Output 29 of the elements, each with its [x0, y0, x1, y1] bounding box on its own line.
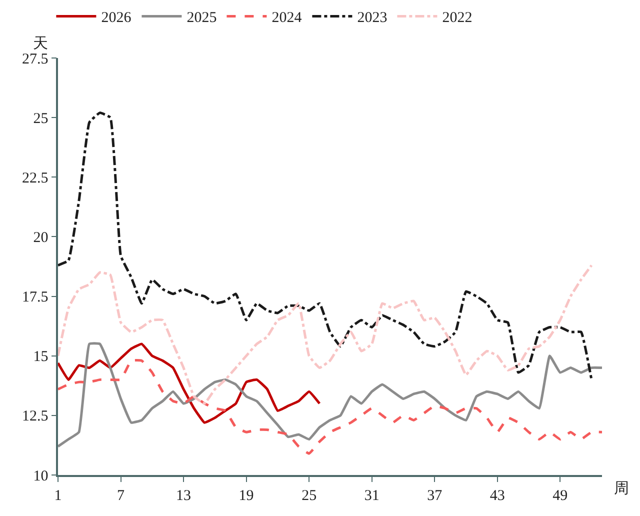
- y-tick-label: 27.5: [22, 51, 48, 68]
- legend-label: 2022: [442, 10, 472, 26]
- y-axis-title: 天: [33, 36, 48, 52]
- legend-label: 2023: [357, 10, 388, 26]
- y-tick-label: 20: [33, 230, 48, 246]
- x-tick-label: 25: [302, 488, 317, 504]
- line-series: [58, 342, 321, 424]
- y-tick-label: 12.5: [22, 408, 48, 425]
- legend-label: 2026: [101, 10, 132, 26]
- y-tick-label: 15: [33, 349, 48, 366]
- x-tick-label: 43: [490, 488, 505, 504]
- legend-label: 2024: [272, 10, 302, 26]
- x-tick-label: 31: [364, 488, 380, 504]
- line-series: [58, 359, 602, 455]
- line-series: [58, 342, 602, 448]
- line-series: [58, 264, 593, 405]
- x-tick-label: 37: [427, 488, 443, 504]
- y-tick-label: 10: [33, 468, 48, 484]
- legend-label: 2025: [186, 10, 217, 26]
- x-tick-label: 49: [552, 488, 568, 504]
- x-tick-label: 1: [54, 488, 62, 504]
- x-axis-title: 周: [614, 481, 629, 497]
- line-series: [58, 112, 593, 381]
- x-tick-label: 13: [176, 488, 192, 504]
- x-tick-label: 19: [238, 488, 254, 504]
- y-tick-label: 22.5: [22, 170, 48, 186]
- x-tick-label: 7: [117, 488, 126, 504]
- y-tick-label: 25: [33, 110, 48, 127]
- y-tick-label: 17.5: [22, 290, 48, 306]
